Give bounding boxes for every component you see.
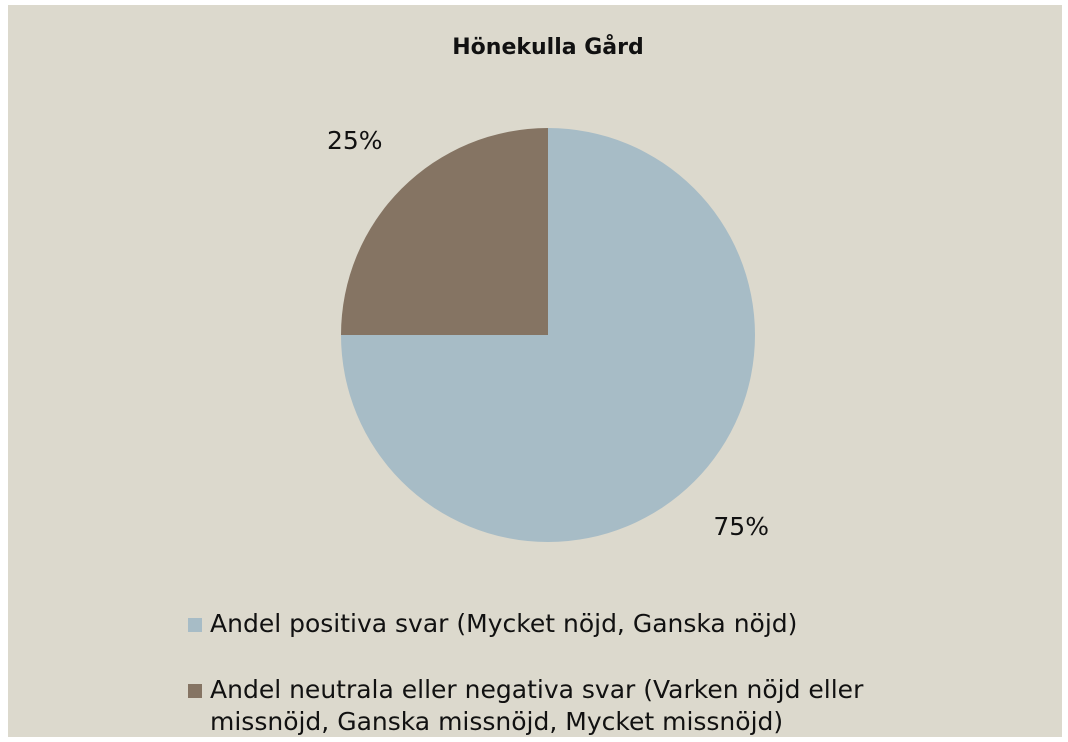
pie-slice	[341, 128, 548, 335]
chart: Hönekulla Gård 75% 25%	[327, 34, 769, 542]
chart-title: Hönekulla Gård	[452, 34, 644, 60]
chart-area: Hönekulla Gård 75% 25% Andel positiva sva…	[8, 5, 1062, 737]
data-label: 25%	[327, 126, 383, 155]
legend-swatch	[188, 618, 202, 632]
legend-entry: Andel neutrala eller negativa svar (Vark…	[188, 674, 988, 738]
legend-label: Andel positiva svar (Mycket nöjd, Ganska…	[210, 609, 798, 638]
legend-label: Andel neutrala eller negativa svar (Vark…	[210, 675, 864, 736]
data-label: 75%	[713, 512, 769, 541]
legend-entry: Andel positiva svar (Mycket nöjd, Ganska…	[188, 608, 988, 640]
legend-swatch	[188, 684, 202, 698]
